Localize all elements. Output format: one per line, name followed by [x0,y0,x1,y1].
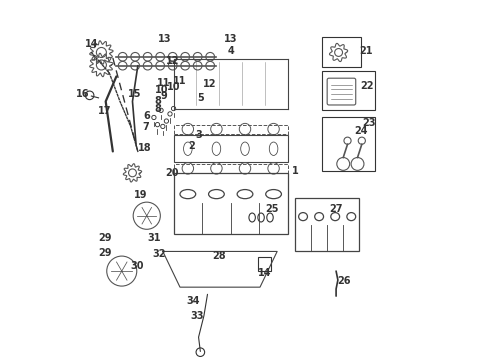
Bar [258,257,271,271]
Text: 18: 18 [138,143,152,153]
Text: 30: 30 [130,261,144,271]
Text: 27: 27 [329,204,343,214]
Text: 31: 31 [147,233,161,243]
Bar [173,125,288,134]
Text: 6: 6 [144,111,150,121]
Text: 9: 9 [160,91,167,101]
Text: 5: 5 [197,93,204,103]
Text: 29: 29 [98,233,112,243]
Text: 11: 11 [173,76,187,86]
Text: 10: 10 [155,85,169,95]
Text: 8: 8 [154,96,161,106]
Text: 13: 13 [158,34,172,44]
Text: 14: 14 [258,268,271,278]
Text: 15: 15 [127,89,141,99]
Text: 14: 14 [85,39,98,49]
Text: 21: 21 [359,46,372,56]
Text: 25: 25 [265,204,278,214]
Text: 12: 12 [166,57,180,66]
Text: 16: 16 [76,89,89,99]
Text: 24: 24 [354,126,368,136]
Text: 8: 8 [154,104,161,113]
Text: 17: 17 [98,107,112,116]
Text: 20: 20 [165,168,178,178]
Text: 34: 34 [187,296,200,306]
Text: 7: 7 [142,122,149,132]
Text: 22: 22 [361,81,374,91]
Text: 19: 19 [134,190,147,200]
Text: 4: 4 [227,46,234,57]
Text: 13: 13 [224,34,238,44]
Text: 32: 32 [152,249,166,259]
Text: 10: 10 [167,82,180,92]
Bar [173,164,288,173]
Text: 28: 28 [213,251,226,261]
Text: 11: 11 [157,78,171,88]
Text: 29: 29 [98,248,112,258]
Bar [173,135,288,162]
Text: 1: 1 [292,166,298,176]
Text: 33: 33 [190,311,203,321]
Text: 12: 12 [202,79,216,89]
Text: 2: 2 [188,141,195,151]
Text: 3: 3 [195,130,202,140]
Text: 26: 26 [338,276,351,286]
Text: 23: 23 [363,118,376,128]
